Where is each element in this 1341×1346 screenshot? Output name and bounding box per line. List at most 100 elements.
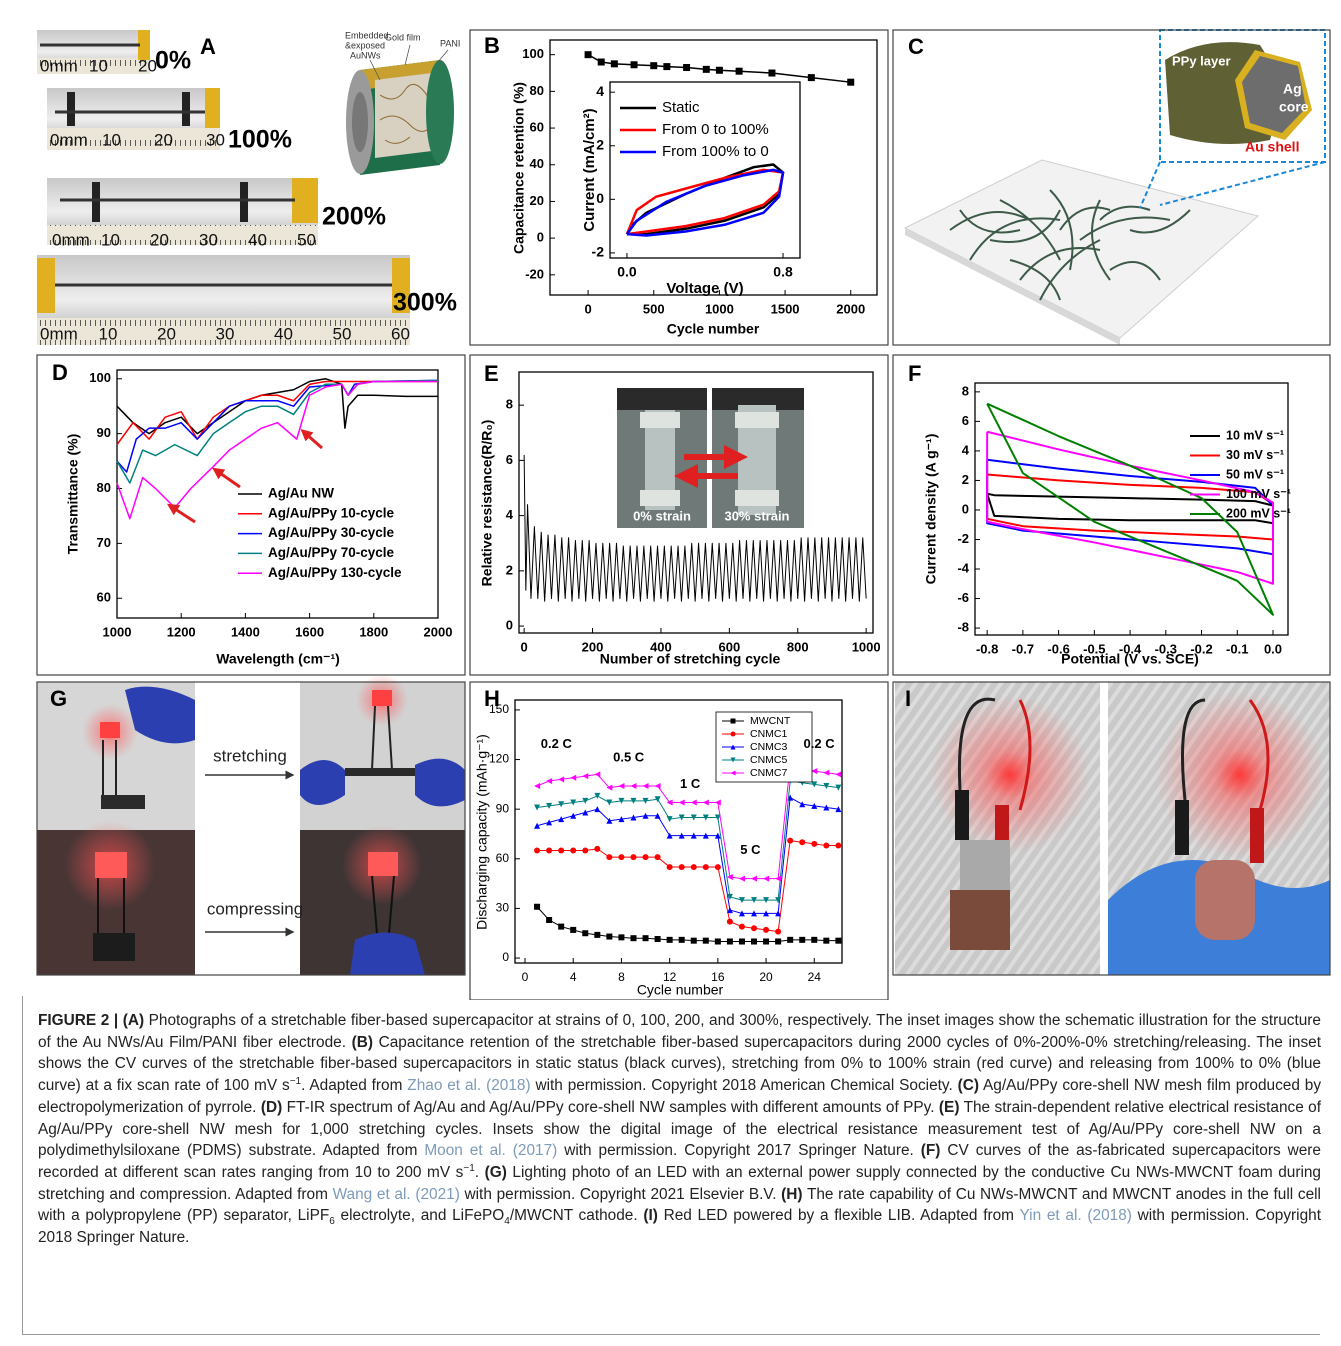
inset-label: 0% strain (633, 508, 691, 523)
schematic-label: Au shell (1245, 139, 1299, 155)
ruler-label: 20 (138, 56, 157, 75)
marker (594, 846, 600, 852)
x-tick-label: 1400 (231, 624, 260, 639)
y-tick-label: 4 (596, 83, 604, 99)
marker (534, 848, 540, 854)
annotation: 0.5 C (613, 749, 645, 764)
marker (598, 59, 605, 66)
caption-text: (H) (781, 1186, 802, 1203)
marker (606, 934, 612, 940)
x-tick-label: 800 (787, 639, 809, 654)
ruler-label: 10 (101, 230, 120, 249)
citation-link[interactable]: Yin et al. (2018) (1019, 1207, 1131, 1224)
marker (731, 719, 736, 724)
citation-link[interactable]: Moon et al. (2017) (424, 1142, 557, 1159)
legend-label: 200 mV s⁻¹ (1226, 506, 1291, 520)
caption-text: (F) (921, 1142, 941, 1159)
marker (703, 864, 709, 870)
y-axis-label: Transmittance (%) (65, 434, 81, 555)
panel-i-photos (895, 682, 1330, 975)
x-tick-label: 2000 (836, 301, 865, 316)
marker (570, 927, 576, 933)
panel-label: C (908, 34, 924, 59)
marker (799, 839, 805, 845)
legend-label: From 0 to 100% (662, 121, 769, 138)
caption-text: Red LED powered by a flexible LIB. Adapt… (658, 1207, 1020, 1224)
marker (715, 864, 721, 870)
marker (667, 937, 673, 943)
marker (715, 938, 721, 944)
x-tick-label: 1800 (359, 624, 388, 639)
caption-text: (C) (958, 1077, 979, 1094)
schematic-label: PANI (440, 38, 460, 48)
marker (739, 938, 745, 944)
panel-label: E (484, 361, 499, 386)
ruler-label: 30 (206, 130, 225, 149)
caption-text: FIGURE 2 | (38, 1012, 123, 1029)
marker (546, 848, 552, 854)
marker (808, 74, 815, 81)
legend-label: 10 mV s⁻¹ (1226, 428, 1284, 442)
legend-label: Static (662, 99, 700, 116)
y-axis-label: Capacitance retention (%) (511, 82, 527, 254)
marker (618, 854, 624, 860)
ruler-label: 10 (102, 130, 121, 149)
x-axis-label: Voltage (V) (666, 280, 743, 297)
y-tick-label: -8 (957, 619, 969, 634)
x-tick-label: 8 (618, 970, 625, 984)
y-axis-label: Current density (A g⁻¹) (923, 434, 939, 585)
marker (655, 854, 661, 860)
marker (667, 864, 673, 870)
marker (594, 932, 600, 938)
ruler-label: 50 (297, 230, 316, 249)
caption: FIGURE 2 | (A) Photographs of a stretcha… (38, 1010, 1321, 1249)
marker (630, 935, 636, 941)
y-axis-label: Current (mA/cm²) (581, 108, 598, 231)
marker (643, 935, 649, 941)
marker (679, 937, 685, 943)
marker (631, 61, 638, 68)
marker (679, 864, 685, 870)
x-tick-label: 2000 (424, 624, 453, 639)
schematic-label: AuNWs (350, 50, 381, 60)
strain-label: 200% (322, 203, 386, 231)
ruler-label: 20 (157, 324, 176, 343)
marker (823, 938, 829, 944)
legend-label: 100 mV s⁻¹ (1226, 487, 1291, 501)
caption-text: FT-IR spectrum of Ag/Au and Ag/Au/PPy co… (282, 1099, 939, 1116)
panel-label: G (50, 686, 67, 711)
marker (787, 937, 793, 943)
marker (655, 936, 661, 942)
x-tick-label: 1600 (295, 624, 324, 639)
marker (546, 917, 552, 923)
y-tick-label: 150 (489, 702, 509, 716)
citation-link[interactable]: Zhao et al. (2018) (407, 1077, 530, 1094)
y-tick-label: -6 (957, 590, 969, 605)
x-tick-label: 0.8 (773, 264, 793, 280)
citation-link[interactable]: Wang et al. (2021) (333, 1186, 460, 1203)
x-tick-label: -0.7 (1012, 641, 1034, 656)
marker (691, 864, 697, 870)
ruler-label: 0mm (40, 56, 78, 75)
y-axis-label: Relative resistance(R/R₀) (479, 420, 495, 587)
marker (570, 848, 576, 854)
caption-text: electrolyte, and LiFePO (335, 1207, 504, 1224)
y-tick-label: 80 (97, 480, 111, 495)
ruler-label: 20 (150, 230, 169, 249)
y-tick-label: 100 (89, 370, 111, 385)
legend-label: From 100% to 0 (662, 143, 769, 160)
ruler-label: 40 (248, 230, 267, 249)
y-tick-label: 80 (530, 83, 544, 98)
marker (775, 929, 781, 935)
ruler-label: 60 (391, 324, 410, 343)
panel-label: I (905, 686, 911, 711)
ruler-label: 0mm (52, 230, 90, 249)
y-tick-label: -2 (957, 531, 969, 546)
strain-label: 300% (393, 289, 457, 317)
x-tick-label: 0 (522, 970, 529, 984)
marker (736, 68, 743, 75)
y-tick-label: 30 (496, 901, 510, 915)
legend-label: MWCNT (750, 715, 791, 727)
legend-label: Ag/Au/PPy 130-cycle (268, 565, 402, 580)
caption-text: (E) (939, 1099, 960, 1116)
